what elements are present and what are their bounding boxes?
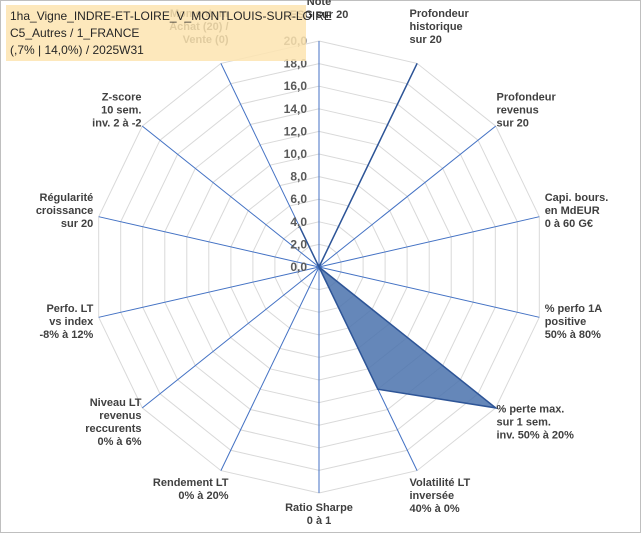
tick-label: 12,0	[284, 124, 308, 138]
axis-label: Profondeur revenus sur 20	[497, 92, 557, 130]
tick-label: 6,0	[290, 192, 307, 206]
header-text: 1ha_Vigne_INDRE-ET-LOIRE_V_MONTLOUIS-SUR…	[10, 8, 332, 59]
spoke	[318, 125, 497, 268]
radial-tick-labels: 0,02,04,06,08,010,012,014,016,018,020,0	[284, 34, 308, 274]
header-box	[6, 5, 306, 61]
axis-label: Z-score 10 sem. inv. 2 à -2	[92, 92, 141, 130]
spoke	[220, 266, 320, 471]
header-line-1: 1ha_Vigne_INDRE-ET-LOIRE_V_MONTLOUIS-SUR…	[10, 9, 332, 23]
header-line-2: C5_Autres / 1_FRANCE	[10, 26, 140, 40]
spoke	[141, 266, 320, 409]
series-area	[298, 63, 499, 410]
tick-label: 4,0	[290, 215, 307, 229]
tick-label: 16,0	[284, 79, 308, 93]
axis-label: Volatilité LT inversée 40% à 0%	[410, 477, 471, 515]
radar-series	[298, 63, 499, 410]
tick-label: 2,0	[290, 237, 307, 251]
tick-label: 0,0	[290, 260, 307, 274]
axis-label: Niveau LT revenus reccurents 0% à 6%	[85, 397, 142, 448]
axis-label: % perfo 1A positive 50% à 80%	[545, 303, 603, 341]
spoke	[141, 125, 320, 268]
axis-label: Ratio Sharpe 0 à 1	[285, 502, 353, 527]
tick-label: 10,0	[284, 147, 308, 161]
spoke	[318, 266, 540, 318]
axis-label: Rendement LT 0% à 20%	[153, 477, 229, 502]
header-line-3: (,7% | 14,0%) / 2025W31	[10, 43, 144, 57]
spoke	[98, 266, 320, 318]
axis-label: Régularité croissance sur 20	[36, 192, 93, 230]
tick-label: 14,0	[284, 102, 308, 116]
tick-label: 8,0	[290, 170, 307, 184]
axis-label: Perfo. LT vs index -8% à 12%	[39, 303, 94, 341]
axis-label: % perte max. sur 1 sem. inv. 50% à 20%	[497, 403, 575, 441]
spoke	[318, 216, 540, 268]
axis-label: Capi. bours. en MdEUR 0 à 60 G€	[545, 192, 609, 230]
axis-label: Profondeur historique sur 20	[410, 8, 470, 46]
spoke	[98, 216, 320, 268]
axis-labels: Note ESG sur 20 Profondeur historique sur 20…	[36, 0, 608, 527]
